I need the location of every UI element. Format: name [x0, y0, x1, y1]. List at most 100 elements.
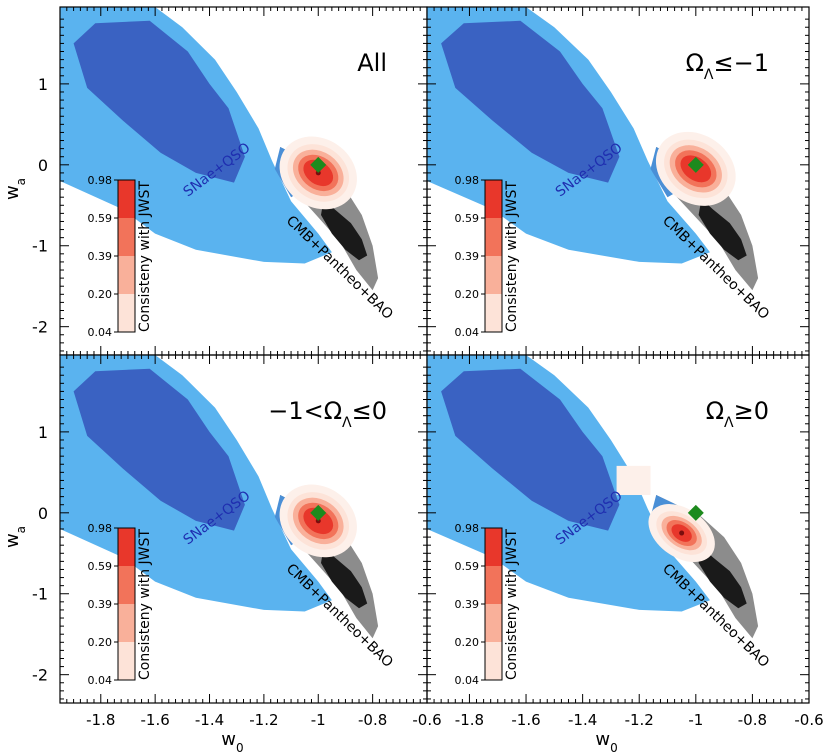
jwst-peak-cell — [315, 518, 321, 524]
x-tick-label: -1.4 — [195, 711, 224, 729]
cmb-1sigma-region — [321, 198, 368, 261]
colorbar-tick-label: 0.20 — [88, 288, 113, 301]
jwst-peak-cell — [315, 170, 321, 176]
colorbar-tick-label: 0.98 — [88, 522, 113, 535]
snae-1sigma-region — [441, 368, 620, 531]
panel-title-text: ΩΛ≤−1 — [686, 49, 769, 83]
panel-4: SNae+QSOCMB+Pantheo+BAO0.980.590.390.200… — [426, 354, 824, 752]
colorbar-tick-label: 0.59 — [455, 560, 480, 573]
colorbar-tick-label: 0.98 — [88, 174, 113, 187]
colorbar-swatch-3 — [118, 256, 135, 294]
colorbar-swatch-3 — [485, 604, 502, 642]
colorbar-tick-label: 0.39 — [455, 598, 480, 611]
colorbar-swatch-4 — [485, 642, 502, 680]
y-axis-label: wa — [2, 526, 28, 548]
y-tick-label: -2 — [32, 666, 48, 685]
x-tick-label: -0.6 — [794, 711, 823, 729]
colorbar: 0.98 0.59 0.39 0.20 0.04 Consisteny with JWST — [455, 174, 521, 339]
colorbar: 0.98 0.59 0.39 0.20 0.04 Consisteny with JWST — [88, 522, 154, 687]
jwst-peak-cell — [679, 530, 685, 536]
colorbar-label: Consisteny with JWST — [137, 529, 153, 680]
colorbar-tick-label: 0.59 — [455, 212, 480, 225]
panel-title-text: All — [357, 49, 387, 77]
y-tick-label: 1 — [38, 423, 48, 442]
y-tick-label: 1 — [38, 75, 48, 94]
colorbar-tick-label: 0.59 — [88, 212, 113, 225]
colorbar-swatch-1 — [485, 528, 502, 566]
colorbar-swatch-1 — [485, 180, 502, 218]
snae-1sigma-region — [73, 20, 245, 183]
axis-ticks — [426, 7, 810, 355]
snae-1sigma-region — [441, 20, 620, 183]
colorbar-tick-label: 0.20 — [455, 288, 480, 301]
axis-ticks — [59, 355, 428, 703]
lcdm-marker — [310, 504, 327, 521]
snae-1sigma-region — [73, 368, 245, 531]
cmb-1sigma-region — [698, 546, 747, 609]
colorbar-swatch-3 — [118, 604, 135, 642]
x-tick-label: -1 — [688, 711, 703, 729]
colorbar: 0.98 0.59 0.39 0.20 0.04 Consisteny with JWST — [88, 174, 154, 339]
colorbar-tick-label: 0.04 — [88, 674, 113, 687]
y-tick-label: 0 — [38, 504, 48, 523]
colorbar-tick-label: 0.04 — [455, 326, 480, 339]
colorbar-swatch-1 — [118, 528, 135, 566]
panel-2: SNae+QSOCMB+Pantheo+BAO0.980.590.390.200… — [426, 6, 810, 356]
x-tick-label: -0.8 — [358, 711, 387, 729]
x-tick-label: -1 — [311, 711, 326, 729]
x-tick-label: -1.8 — [455, 711, 484, 729]
x-tick-label: -1.4 — [568, 711, 597, 729]
jwst-consistency-heatmap — [616, 465, 715, 563]
x-tick-label: -1.2 — [249, 711, 278, 729]
colorbar-tick-label: 0.20 — [455, 636, 480, 649]
colorbar-swatch-4 — [118, 642, 135, 680]
colorbar-tick-label: 0.98 — [455, 522, 480, 535]
colorbar: 0.98 0.59 0.39 0.20 0.04 Consisteny with JWST — [455, 522, 521, 687]
y-tick-label: 0 — [38, 156, 48, 175]
colorbar-tick-label: 0.39 — [88, 598, 113, 611]
colorbar-label: Consisteny with JWST — [504, 529, 520, 680]
colorbar-swatch-4 — [485, 294, 502, 332]
lcdm-marker — [687, 504, 704, 521]
plot-area — [427, 7, 759, 291]
x-tick-label: -0.6 — [412, 711, 441, 729]
x-tick-label: -0.8 — [738, 711, 767, 729]
colorbar-tick-label: 0.59 — [88, 560, 113, 573]
colorbar-swatch-2 — [485, 566, 502, 604]
colorbar-tick-label: 0.98 — [455, 174, 480, 187]
colorbar-swatch-3 — [485, 256, 502, 294]
panel-3: SNae+QSOCMB+Pantheo+BAO0.980.590.390.200… — [2, 354, 442, 752]
colorbar-swatch-2 — [485, 218, 502, 256]
panel-title: −1<ΩΛ≤0 — [268, 397, 387, 431]
colorbar-tick-label: 0.39 — [88, 250, 113, 263]
jwst-outlier-cell — [616, 465, 651, 496]
colorbar-tick-label: 0.39 — [455, 250, 480, 263]
x-tick-label: -1.6 — [511, 711, 540, 729]
panel-title: ΩΛ≥0 — [706, 397, 769, 431]
x-tick-label: -1.2 — [625, 711, 654, 729]
x-tick-label: -1.8 — [86, 711, 115, 729]
y-tick-label: -1 — [32, 237, 48, 256]
colorbar-label: Consisteny with JWST — [137, 181, 153, 332]
colorbar-tick-label: 0.20 — [88, 636, 113, 649]
y-axis-label: wa — [2, 178, 28, 200]
panel-title: All — [357, 49, 387, 77]
jwst-consistency-heatmap — [279, 484, 357, 558]
lcdm-marker — [310, 156, 327, 173]
lcdm-marker — [687, 156, 704, 173]
panel-title-text: ΩΛ≥0 — [706, 397, 769, 431]
panel-title-text: −1<ΩΛ≤0 — [268, 397, 387, 431]
x-tick-label: -1.6 — [141, 711, 170, 729]
axis-ticks — [426, 355, 810, 703]
y-tick-label: -1 — [32, 585, 48, 604]
colorbar-swatch-4 — [118, 294, 135, 332]
panel-title: ΩΛ≤−1 — [686, 49, 769, 83]
colorbar-label: Consisteny with JWST — [504, 181, 520, 332]
y-tick-label: -2 — [32, 318, 48, 337]
colorbar-swatch-2 — [118, 218, 135, 256]
colorbar-swatch-1 — [118, 180, 135, 218]
cmb-1sigma-region — [698, 198, 747, 261]
x-axis-label: w0 — [595, 729, 617, 752]
jwst-consistency-heatmap — [279, 136, 357, 210]
